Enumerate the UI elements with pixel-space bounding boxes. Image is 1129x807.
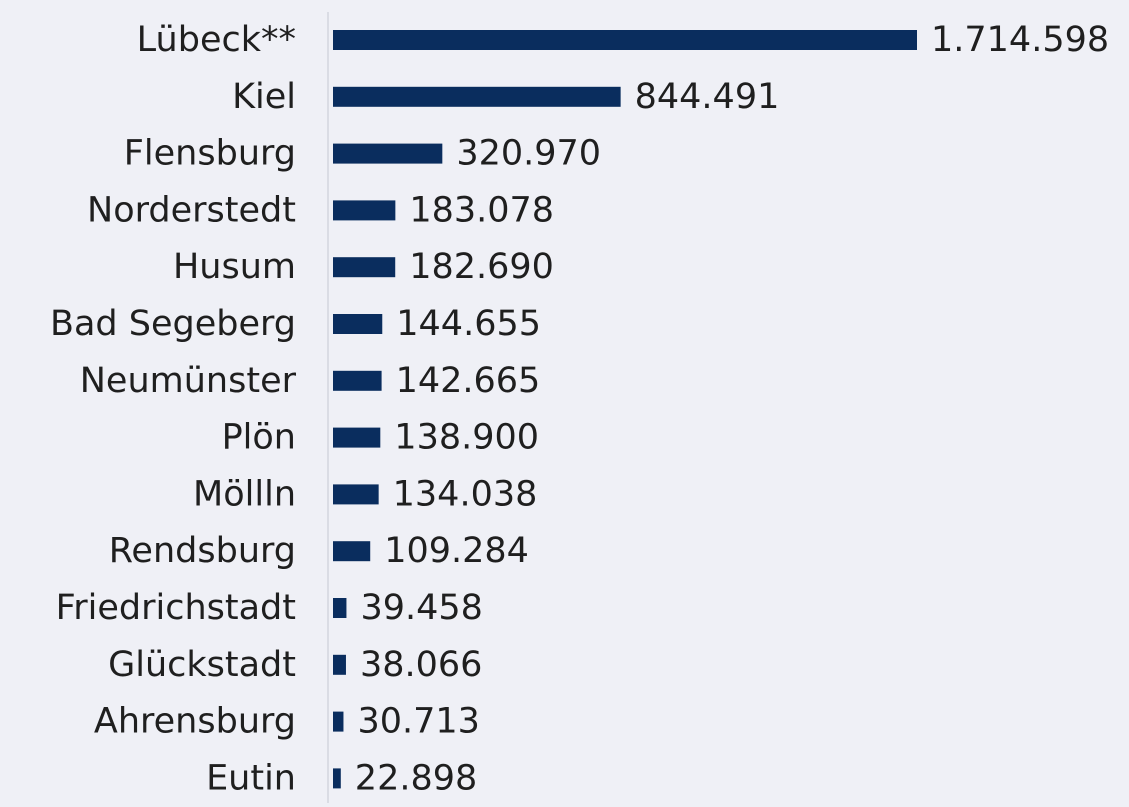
value-label: 142.665 [396,361,541,401]
category-label: Kiel [232,77,296,117]
bar [333,541,371,562]
value-label: 109.284 [384,531,529,571]
value-labels-group: 1.714.598 844.491 320.970 183.078 182.690 144… [355,20,1109,798]
category-label: Bad Segeberg [50,304,296,344]
category-label: Neumünster [80,361,297,401]
category-label: Ahrensburg [94,702,296,742]
category-label: Lübeck** [137,20,296,60]
bar [333,314,383,334]
bar [333,86,621,107]
value-label: 134.038 [393,474,538,514]
bar [333,768,341,789]
bar [333,484,379,505]
bar [333,427,381,448]
bar [333,370,382,391]
value-label: 182.690 [409,247,554,287]
bar [333,711,344,732]
value-label: 320.970 [456,134,601,174]
bar [333,200,396,221]
category-label: Möllln [193,474,296,514]
value-label: 30.713 [357,702,479,742]
value-label: 39.458 [360,588,482,628]
bars-group [333,30,917,789]
value-label: 844.491 [635,77,780,117]
category-label: Friedrichstadt [56,588,296,628]
category-label: Glückstadt [108,645,296,685]
value-label: 38.066 [360,645,482,685]
value-label: 1.714.598 [931,20,1109,60]
bar [333,654,346,675]
value-label: 183.078 [409,190,554,230]
bar [333,143,443,164]
bar [333,598,347,618]
category-label: Plön [222,418,296,458]
value-label: 138.900 [394,418,539,458]
value-label: 144.655 [396,304,541,344]
value-label: 22.898 [355,758,477,798]
category-label: Rendsburg [109,531,296,571]
category-labels-group: Lübeck** Kiel Flensburg Norderstedt Husum Bad… [50,20,297,798]
category-label: Husum [173,247,296,287]
bar [333,257,396,278]
category-label: Norderstedt [87,190,296,230]
category-label: Flensburg [124,134,296,174]
bar [333,30,917,50]
category-label: Eutin [206,758,296,798]
